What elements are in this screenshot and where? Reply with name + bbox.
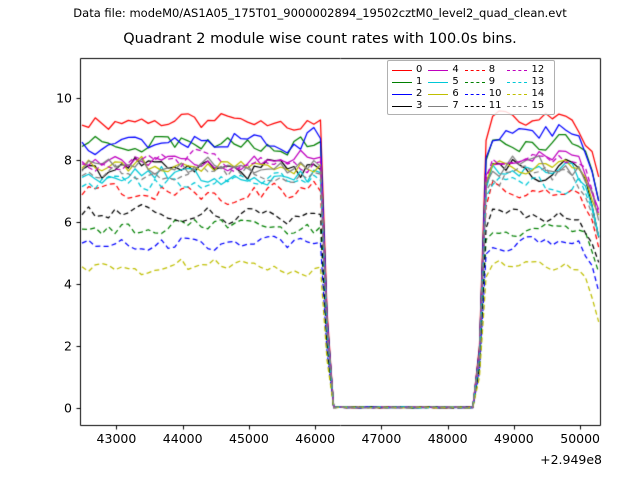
legend-swatch-2 — [392, 93, 412, 95]
legend-swatch-8 — [464, 69, 485, 71]
legend-item-1[interactable]: 1 — [392, 76, 428, 88]
legend-row: 1 5 9 13 — [392, 76, 550, 88]
legend-label: 14 — [531, 88, 545, 99]
x-tick-label: 43000 — [96, 431, 137, 446]
legend-item-11[interactable]: 11 — [464, 100, 508, 112]
y-tick-label: 6 — [64, 214, 72, 230]
legend-item-5[interactable]: 5 — [428, 76, 464, 88]
legend-item-6[interactable]: 6 — [428, 88, 464, 100]
x-tick-label: 48000 — [427, 431, 468, 446]
legend-item-10[interactable]: 10 — [464, 88, 508, 100]
legend-label: 9 — [488, 76, 496, 87]
legend-item-3[interactable]: 3 — [392, 100, 428, 112]
legend-label: 7 — [452, 100, 459, 111]
legend-swatch-13 — [507, 81, 528, 83]
legend-label: 0 — [416, 64, 423, 75]
legend-label: 6 — [452, 88, 459, 99]
legend-swatch-3 — [392, 105, 412, 107]
x-tick-label: 46000 — [295, 431, 336, 446]
x-tick-label: 45000 — [229, 431, 269, 446]
legend-table: 0 4 8 12 1 5 9 13 2 6 10 14 3 7 11 15 — [392, 64, 550, 112]
x-axis-offset-label: +2.949e8 — [540, 452, 602, 467]
legend-item-9[interactable]: 9 — [464, 76, 508, 88]
legend-item-12[interactable]: 12 — [507, 64, 550, 76]
legend-row: 0 4 8 12 — [392, 64, 550, 76]
legend-item-14[interactable]: 14 — [507, 88, 550, 100]
legend-label: 13 — [531, 76, 545, 87]
y-tick-label: 4 — [64, 276, 72, 292]
legend-row: 3 7 11 15 — [392, 100, 550, 112]
legend-label: 12 — [531, 64, 545, 75]
legend-item-2[interactable]: 2 — [392, 88, 428, 100]
legend-label: 15 — [531, 100, 545, 111]
legend-swatch-0 — [392, 69, 412, 71]
x-tick-label: 44000 — [162, 431, 203, 446]
legend-swatch-4 — [428, 69, 449, 71]
data-file-suptitle: Data file: modeM0/AS1A05_175T01_90000028… — [73, 6, 567, 20]
legend-swatch-15 — [507, 105, 528, 107]
legend-swatch-6 — [428, 93, 449, 95]
legend-swatch-12 — [507, 69, 528, 71]
legend-label: 4 — [452, 64, 459, 75]
legend-label: 3 — [416, 100, 423, 111]
legend-swatch-5 — [428, 81, 449, 83]
page-title: Quadrant 2 module wise count rates with … — [123, 31, 517, 47]
legend-swatch-7 — [428, 105, 449, 107]
series-legend[interactable]: 0 4 8 12 1 5 9 13 2 6 10 14 3 7 11 15 — [387, 60, 556, 115]
legend-item-13[interactable]: 13 — [507, 76, 550, 88]
legend-label: 8 — [488, 64, 496, 75]
x-tick-label: 50000 — [560, 431, 601, 446]
legend-label: 1 — [416, 76, 423, 87]
legend-swatch-10 — [464, 93, 485, 95]
y-tick-label: 8 — [64, 152, 72, 168]
legend-item-4[interactable]: 4 — [428, 64, 464, 76]
legend-label: 2 — [416, 88, 423, 99]
x-tick-label: 49000 — [493, 431, 534, 446]
legend-label: 11 — [488, 100, 502, 111]
legend-swatch-1 — [392, 81, 412, 83]
legend-item-8[interactable]: 8 — [464, 64, 508, 76]
legend-label: 10 — [488, 88, 502, 99]
x-tick-label: 47000 — [361, 431, 402, 446]
legend-item-7[interactable]: 7 — [428, 100, 464, 112]
legend-swatch-9 — [464, 81, 485, 83]
legend-row: 2 6 10 14 — [392, 88, 550, 100]
legend-item-0[interactable]: 0 — [392, 64, 428, 76]
y-tick-label: 0 — [64, 400, 72, 416]
legend-label: 5 — [452, 76, 459, 87]
y-tick-label: 10 — [56, 90, 72, 106]
legend-swatch-14 — [507, 93, 528, 95]
legend-item-15[interactable]: 15 — [507, 100, 550, 112]
y-tick-label: 2 — [64, 338, 72, 354]
legend-swatch-11 — [464, 105, 485, 107]
